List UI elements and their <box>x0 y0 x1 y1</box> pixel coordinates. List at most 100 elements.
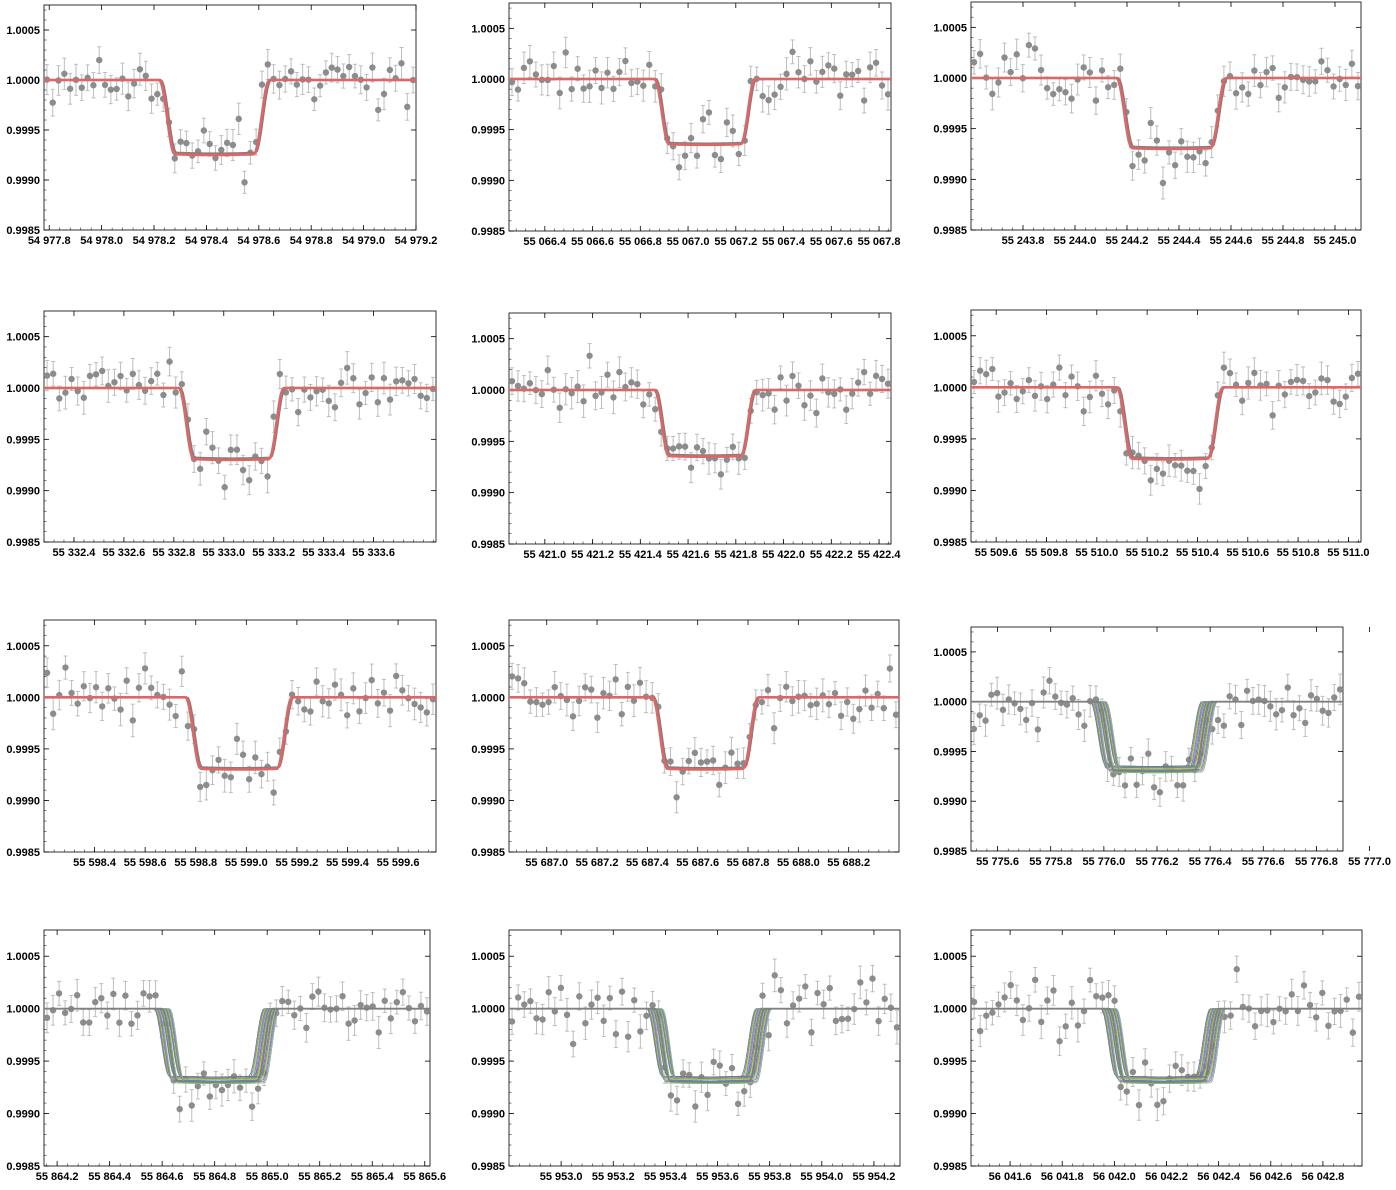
data-point <box>692 1103 699 1110</box>
data-point <box>254 1085 262 1092</box>
x-tick-label: 55 421.2 <box>571 549 614 561</box>
data-point <box>728 749 735 756</box>
data-point <box>1238 397 1246 404</box>
data-point <box>405 380 412 387</box>
ensemble-model-curve <box>971 701 1343 769</box>
data-point <box>356 708 363 715</box>
x-tick-label: 54 978.0 <box>80 235 123 247</box>
data-point <box>1302 719 1309 727</box>
data-point <box>862 687 869 694</box>
data-point <box>171 155 178 162</box>
data-point <box>1156 789 1164 796</box>
ensemble-model-curve <box>971 1008 1362 1081</box>
plot-frame <box>970 1 1362 231</box>
data-point <box>886 665 894 672</box>
data-point <box>206 1093 214 1100</box>
ensemble-model-curve <box>44 1008 430 1078</box>
data-point <box>1257 81 1264 89</box>
y-tick-label: 1.0005 <box>933 331 967 343</box>
model-curve-gray <box>971 1007 1362 1083</box>
ensemble-model-curve <box>971 1008 1362 1079</box>
y-tick-label: 0.9985 <box>933 537 967 549</box>
data-point <box>331 404 339 411</box>
data-point <box>374 399 382 406</box>
data-point <box>351 1017 358 1024</box>
y-tick-label: 1.0005 <box>933 647 967 659</box>
data-point <box>258 81 266 88</box>
data-point <box>1150 784 1158 791</box>
model-curve-gray <box>44 1007 430 1083</box>
data-point <box>380 90 388 98</box>
data-point <box>1057 699 1065 707</box>
data-point <box>646 61 653 68</box>
y-tick-label: 1.0005 <box>471 23 505 35</box>
y-tick-label: 1.0000 <box>471 1004 505 1016</box>
data-point <box>423 394 431 402</box>
data-point <box>777 986 785 994</box>
data-point <box>339 992 346 1000</box>
data-point <box>971 59 978 66</box>
data-point <box>741 454 748 462</box>
data-point <box>697 759 705 766</box>
data-point <box>802 983 809 990</box>
data-point <box>146 993 153 1000</box>
data-point <box>1117 65 1124 72</box>
data-point <box>983 370 990 378</box>
data-point <box>1270 1018 1277 1026</box>
data-point <box>628 79 635 87</box>
data-point <box>1068 95 1075 102</box>
data-point <box>612 1030 620 1038</box>
data-point <box>363 1004 370 1011</box>
y-tick-label: 0.9990 <box>933 174 967 186</box>
data-point <box>1062 1023 1069 1030</box>
data-point <box>104 1012 111 1019</box>
data-point <box>1312 389 1319 396</box>
data-point <box>1052 693 1059 700</box>
data-point <box>1123 1088 1130 1095</box>
ensemble-model-curve <box>971 1008 1362 1079</box>
data-point <box>154 370 161 377</box>
data-point <box>634 380 641 388</box>
data-point <box>563 1011 571 1019</box>
data-point <box>616 68 623 76</box>
data-point <box>1160 1097 1167 1105</box>
data-point <box>1031 45 1039 52</box>
y-tick-label: 0.9985 <box>6 1161 40 1173</box>
data-point <box>49 370 57 377</box>
x-tick-label: 55 599.6 <box>377 857 420 869</box>
data-point <box>1179 782 1187 789</box>
x-tick-label: 55 244.8 <box>1262 235 1305 247</box>
data-point <box>1336 686 1343 693</box>
y-tick-label: 0.9985 <box>471 226 505 238</box>
data-point <box>1043 395 1051 403</box>
data-point <box>624 683 632 691</box>
data-point <box>646 391 653 398</box>
data-point <box>117 706 124 713</box>
x-tick-label: 55 509.6 <box>975 547 1018 559</box>
data-point <box>206 140 213 148</box>
data-point <box>1129 162 1136 170</box>
data-point <box>1331 1008 1338 1015</box>
data-point <box>976 712 983 719</box>
data-point <box>1281 84 1289 91</box>
data-point <box>872 372 880 380</box>
x-tick-label: 55 777.0 <box>1348 856 1391 868</box>
x-tick-label: 55 687.6 <box>676 857 719 869</box>
y-tick-label: 1.0005 <box>933 951 967 963</box>
data-point <box>1141 157 1148 164</box>
y-tick-label: 1.0000 <box>933 697 967 709</box>
data-point <box>843 71 850 78</box>
data-point <box>1312 78 1319 85</box>
y-tick-label: 1.0005 <box>6 332 40 344</box>
data-point <box>759 391 766 399</box>
data-point <box>1232 90 1240 97</box>
data-point <box>1069 694 1076 702</box>
data-point <box>1007 379 1014 387</box>
data-point <box>1111 81 1118 89</box>
data-point <box>68 375 75 383</box>
data-point <box>101 81 109 89</box>
x-tick-label: 55 865.6 <box>403 1171 446 1183</box>
data-point <box>287 68 295 75</box>
data-point <box>783 683 790 690</box>
data-point <box>1145 750 1152 757</box>
